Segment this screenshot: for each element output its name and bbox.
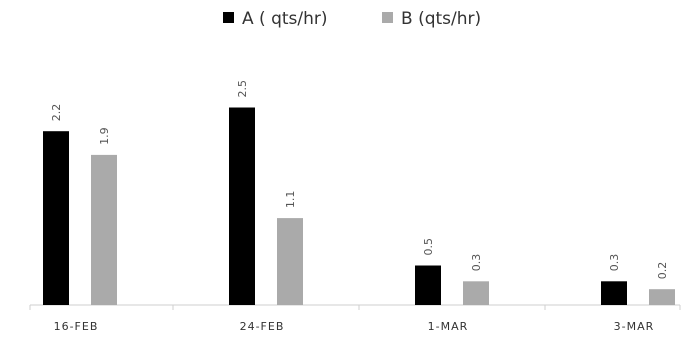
bar-series-1-3-mar	[649, 289, 675, 305]
data-label-series-1-24-feb: 1.1	[284, 191, 297, 209]
x-tick-label-1-mar: 1-MAR	[428, 320, 469, 333]
x-tick-label-3-mar: 3-MAR	[614, 320, 655, 333]
bar-series-0-16-feb	[43, 131, 69, 305]
data-label-series-1-1-mar: 0.3	[470, 254, 483, 272]
legend-label-series-0: A ( qts/hr)	[242, 9, 328, 29]
data-label-series-0-3-mar: 0.3	[608, 254, 621, 272]
legend-label-series-1: B (qts/hr)	[401, 9, 481, 29]
legend-swatch-series-1	[382, 12, 393, 23]
bar-series-0-24-feb	[229, 107, 255, 305]
bar-series-0-3-mar	[601, 281, 627, 305]
data-label-series-0-24-feb: 2.5	[236, 80, 249, 98]
x-tick-label-16-feb: 16-FEB	[54, 320, 99, 333]
bar-series-1-24-feb	[277, 218, 303, 305]
bar-series-1-1-mar	[463, 281, 489, 305]
x-tick-label-24-feb: 24-FEB	[240, 320, 285, 333]
data-label-series-0-16-feb: 2.2	[50, 104, 63, 122]
data-label-series-0-1-mar: 0.5	[422, 238, 435, 256]
data-label-series-1-3-mar: 0.2	[656, 262, 669, 280]
bar-series-0-1-mar	[415, 265, 441, 305]
bar-series-1-16-feb	[91, 154, 117, 305]
data-label-series-1-16-feb: 1.9	[98, 127, 111, 145]
legend-swatch-series-0	[223, 12, 234, 23]
